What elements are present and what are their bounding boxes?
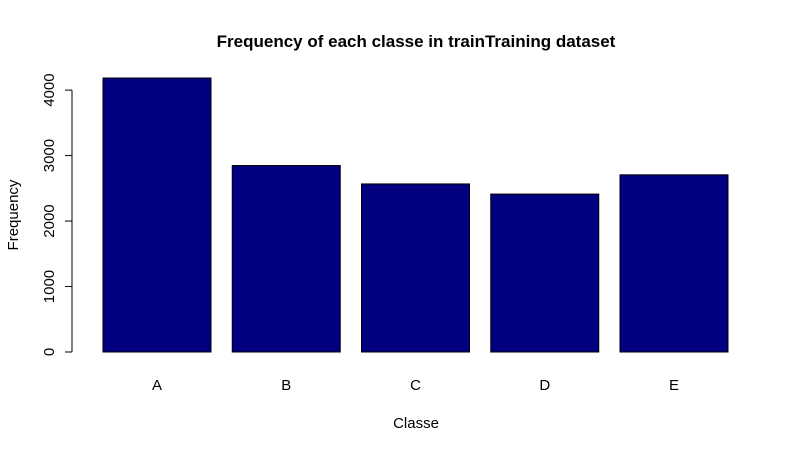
x-tick-label-d: D [539, 377, 550, 394]
y-tick-label-2000: 2000 [41, 204, 58, 237]
bar-e [619, 174, 729, 353]
x-axis-tick-labels: A B C D E [152, 377, 679, 394]
y-axis-label: Frequency [5, 179, 22, 250]
y-tick-label-0: 0 [41, 348, 58, 356]
y-axis: 0 1000 2000 3000 4000 [41, 73, 73, 356]
bar-c [361, 183, 470, 353]
bars-group [102, 77, 729, 353]
bar-b [231, 165, 341, 353]
y-tick-label-4000: 4000 [41, 73, 58, 106]
x-tick-label-b: B [281, 377, 291, 394]
x-tick-label-a: A [152, 377, 162, 394]
y-tick-label-1000: 1000 [41, 270, 58, 303]
bar-a [102, 77, 212, 353]
chart-title: Frequency of each classe in trainTrainin… [217, 32, 616, 51]
x-axis-label: Classe [393, 415, 439, 432]
bar-d [490, 193, 600, 353]
y-tick-label-3000: 3000 [41, 139, 58, 172]
x-tick-label-c: C [410, 377, 421, 394]
x-tick-label-e: E [669, 377, 679, 394]
